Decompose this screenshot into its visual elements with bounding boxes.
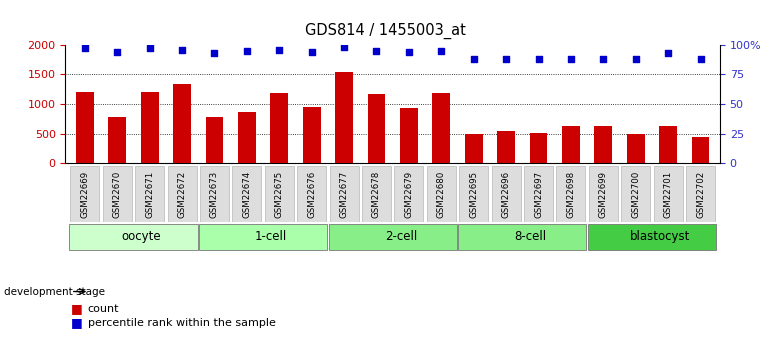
Bar [627, 134, 644, 163]
Point [209, 50, 221, 56]
FancyBboxPatch shape [297, 166, 326, 222]
Text: GSM22677: GSM22677 [340, 170, 349, 218]
Text: percentile rank within the sample: percentile rank within the sample [88, 318, 276, 327]
Text: GSM22670: GSM22670 [112, 170, 122, 218]
Bar [562, 126, 580, 163]
Bar [335, 72, 353, 163]
Point [79, 46, 91, 51]
Text: GSM22700: GSM22700 [631, 170, 640, 218]
FancyBboxPatch shape [362, 166, 391, 222]
Text: count: count [88, 304, 119, 314]
Point [143, 46, 156, 51]
Bar [303, 107, 320, 163]
Bar [109, 117, 126, 163]
Point [467, 56, 480, 62]
FancyBboxPatch shape [135, 166, 164, 222]
FancyBboxPatch shape [491, 166, 521, 222]
Text: ■: ■ [71, 316, 82, 329]
FancyBboxPatch shape [654, 166, 683, 222]
Text: GSM22679: GSM22679 [404, 171, 413, 218]
FancyBboxPatch shape [168, 166, 196, 222]
Text: GSM22696: GSM22696 [501, 171, 511, 218]
Text: 8-cell: 8-cell [514, 230, 547, 243]
Bar [400, 108, 418, 163]
Text: GSM22678: GSM22678 [372, 170, 381, 218]
Text: GSM22673: GSM22673 [210, 170, 219, 218]
FancyBboxPatch shape [102, 166, 132, 222]
Text: 1-cell: 1-cell [255, 230, 287, 243]
FancyBboxPatch shape [621, 166, 651, 222]
Text: GDS814 / 1455003_at: GDS814 / 1455003_at [305, 22, 465, 39]
Point [564, 56, 577, 62]
Point [695, 56, 707, 62]
FancyBboxPatch shape [265, 166, 294, 222]
FancyBboxPatch shape [458, 224, 587, 250]
Text: GSM22675: GSM22675 [275, 170, 284, 218]
Bar [173, 84, 191, 163]
Text: GSM22680: GSM22680 [437, 170, 446, 218]
Point [273, 47, 286, 52]
Bar [465, 134, 483, 163]
Bar [594, 126, 612, 163]
Bar [497, 131, 515, 163]
FancyBboxPatch shape [394, 166, 424, 222]
Text: blastocyst: blastocyst [630, 230, 690, 243]
Text: GSM22674: GSM22674 [243, 170, 251, 218]
Text: GSM22669: GSM22669 [80, 171, 89, 218]
Point [241, 48, 253, 53]
Point [598, 56, 610, 62]
Bar [691, 137, 709, 163]
FancyBboxPatch shape [556, 166, 585, 222]
FancyBboxPatch shape [459, 166, 488, 222]
Text: GSM22676: GSM22676 [307, 170, 316, 218]
Text: GSM22701: GSM22701 [664, 170, 673, 218]
Point [306, 49, 318, 55]
Text: development stage: development stage [4, 287, 105, 296]
Point [500, 56, 512, 62]
Text: GSM22698: GSM22698 [567, 171, 575, 218]
FancyBboxPatch shape [233, 166, 262, 222]
Text: GSM22672: GSM22672 [178, 170, 186, 218]
FancyBboxPatch shape [200, 166, 229, 222]
FancyBboxPatch shape [69, 224, 198, 250]
Point [111, 49, 123, 55]
Point [435, 48, 447, 53]
Bar [238, 112, 256, 163]
Text: ■: ■ [71, 302, 82, 315]
FancyBboxPatch shape [70, 166, 99, 222]
Bar [659, 126, 677, 163]
Text: GSM22695: GSM22695 [469, 171, 478, 218]
Text: oocyte: oocyte [122, 230, 162, 243]
Text: GSM22702: GSM22702 [696, 170, 705, 218]
Bar [141, 91, 159, 163]
Point [176, 47, 188, 52]
Point [630, 56, 642, 62]
FancyBboxPatch shape [686, 166, 715, 222]
Text: GSM22699: GSM22699 [599, 171, 608, 218]
FancyBboxPatch shape [329, 224, 457, 250]
Bar [76, 92, 94, 163]
Bar [433, 93, 450, 163]
Bar [206, 117, 223, 163]
Bar [367, 93, 386, 163]
Point [370, 48, 383, 53]
FancyBboxPatch shape [330, 166, 359, 222]
Point [532, 56, 544, 62]
FancyBboxPatch shape [524, 166, 553, 222]
Point [338, 45, 350, 50]
Text: GSM22697: GSM22697 [534, 171, 543, 218]
FancyBboxPatch shape [427, 166, 456, 222]
Text: GSM22671: GSM22671 [146, 170, 154, 218]
Point [403, 49, 415, 55]
FancyBboxPatch shape [588, 224, 716, 250]
FancyBboxPatch shape [199, 224, 327, 250]
Point [662, 50, 675, 56]
Bar [270, 93, 288, 163]
Text: 2-cell: 2-cell [385, 230, 417, 243]
Bar [530, 133, 547, 163]
FancyBboxPatch shape [589, 166, 618, 222]
